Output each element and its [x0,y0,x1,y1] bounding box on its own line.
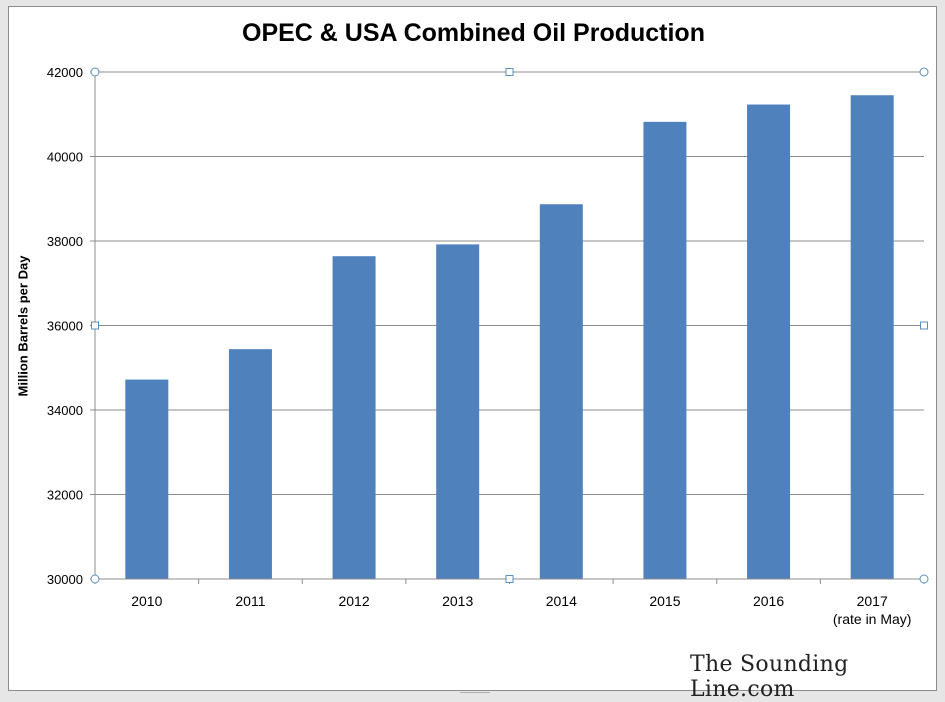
bar [747,104,791,579]
bar [539,204,583,579]
resize-handle[interactable] [920,321,928,330]
x-tick-label: 2016 [753,593,784,609]
x-tick-label: 2010 [131,593,162,609]
x-tick-label: 2013 [442,593,473,609]
x-tick-label: 2015 [649,593,680,609]
y-tick-label: 38000 [47,234,83,249]
x-tick-label: 2012 [338,593,369,609]
bar [643,121,687,579]
bar [125,379,169,579]
x-tick-label: 2017 [857,593,888,609]
bar [436,244,480,579]
x-tick-label: 2014 [546,593,577,609]
y-tick-label: 36000 [47,319,83,334]
resize-handle[interactable] [90,574,100,584]
x-tick-sublabel: (rate in May) [833,611,912,627]
bar [332,256,376,579]
x-tick-label: 2011 [235,593,265,609]
resize-handle[interactable] [919,574,929,584]
y-tick-label: 30000 [47,572,83,587]
y-tick-label: 42000 [47,65,83,80]
y-tick-label: 40000 [47,150,83,165]
resize-handle[interactable] [919,67,929,77]
chart-title: OPEC & USA Combined Oil Production [242,19,705,47]
y-tick-label: 34000 [47,403,83,418]
bar [228,349,272,579]
bar [850,95,894,580]
resize-handle[interactable] [90,67,100,77]
y-tick-label: 32000 [47,488,83,503]
resize-handle[interactable] [91,321,99,330]
resize-handle[interactable] [505,575,514,583]
resize-handle[interactable] [505,68,514,76]
resize-grip[interactable] [460,692,490,698]
